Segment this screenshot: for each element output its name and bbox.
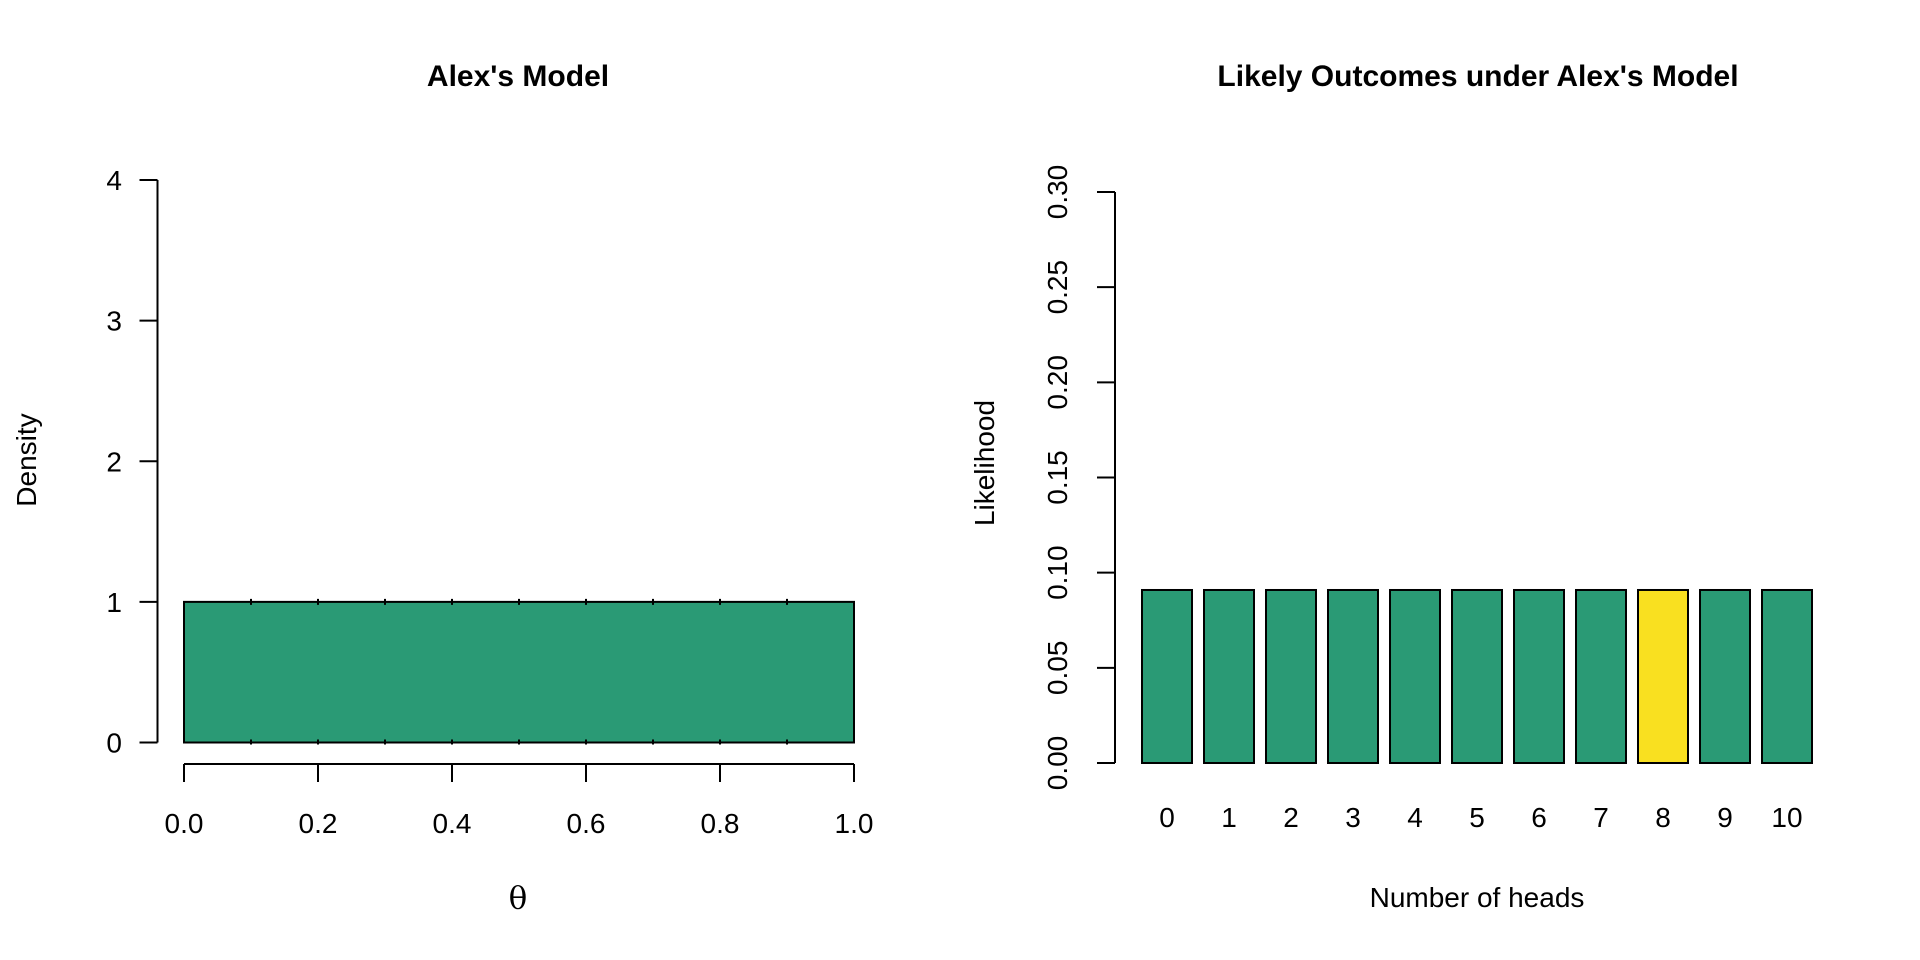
likelihood-category-label: 1 [1221,802,1237,833]
likelihood-y-tick-label: 0.10 [1042,545,1073,600]
likelihood-y-tick-label: 0.15 [1042,450,1073,505]
likelihood-x-axis-label: Number of heads [1369,882,1585,913]
prior-x-tick-label: 0.4 [433,808,472,839]
likelihood-category-label: 0 [1159,802,1175,833]
prior-y-axis-label: Density [11,413,42,507]
prior-chart-title: Alex's Model [426,60,610,93]
likelihood-category-label: 10 [1771,802,1802,833]
likelihood-category-label: 8 [1655,802,1671,833]
prior-x-axis-label: θ [508,880,528,917]
likelihood-y-axis-label: Likelihood [969,399,1000,527]
likelihood-category-label: 5 [1469,802,1485,833]
likelihood-y-tick-label: 0.00 [1042,736,1073,791]
likelihood-category-label: 2 [1283,802,1299,833]
prior-x-tick-label: 0.0 [165,808,204,839]
likelihood-category-label: 7 [1593,802,1609,833]
likelihood-bar [1327,588,1379,764]
likelihood-bar [1575,588,1627,764]
likelihood-bar [1761,588,1813,764]
prior-y-tick-label: 4 [106,165,122,196]
likelihood-y-tick-label: 0.05 [1042,641,1073,696]
prior-x-tick-label: 0.6 [567,808,606,839]
likelihood-category-label: 9 [1717,802,1733,833]
likelihood-category-label: 3 [1345,802,1361,833]
likelihood-category-label: 4 [1407,802,1423,833]
likelihood-y-tick-label: 0.25 [1042,260,1073,315]
likelihood-bar [1265,588,1317,764]
likelihood-bar [1451,588,1503,764]
prior-y-tick-label: 0 [106,728,122,759]
prior-x-tick-label: 0.2 [299,808,338,839]
likelihood-bar-highlighted [1637,588,1689,764]
likelihood-bar [1389,588,1441,764]
likelihood-category-label: 6 [1531,802,1547,833]
likelihood-y-tick-label: 0.20 [1042,355,1073,410]
likelihood-y-tick-label: 0.30 [1042,165,1073,220]
likelihood-chart-title: Likely Outcomes under Alex's Model [1217,60,1739,93]
likelihood-bar [1699,588,1751,764]
prior-y-tick-label: 2 [106,446,122,477]
prior-x-tick-label: 1.0 [835,808,874,839]
likelihood-bar [1513,588,1565,764]
prior-x-tick-label: 0.8 [701,808,740,839]
likelihood-bar [1141,588,1193,764]
prior-y-tick-label: 3 [106,306,122,337]
prior-density-area [183,600,855,744]
prior-y-tick-label: 1 [106,587,122,618]
prior-chart: 0 1 2 3 4 0.0 0.2 0.4 0.6 0.8 1.0 [106,165,873,839]
likelihood-chart: 0 1 2 3 4 5 6 7 8 9 10 0.00 0.05 0.10 0.15 0.20 0.25 0.30 [1042,165,1813,833]
likelihood-bar [1203,588,1255,764]
